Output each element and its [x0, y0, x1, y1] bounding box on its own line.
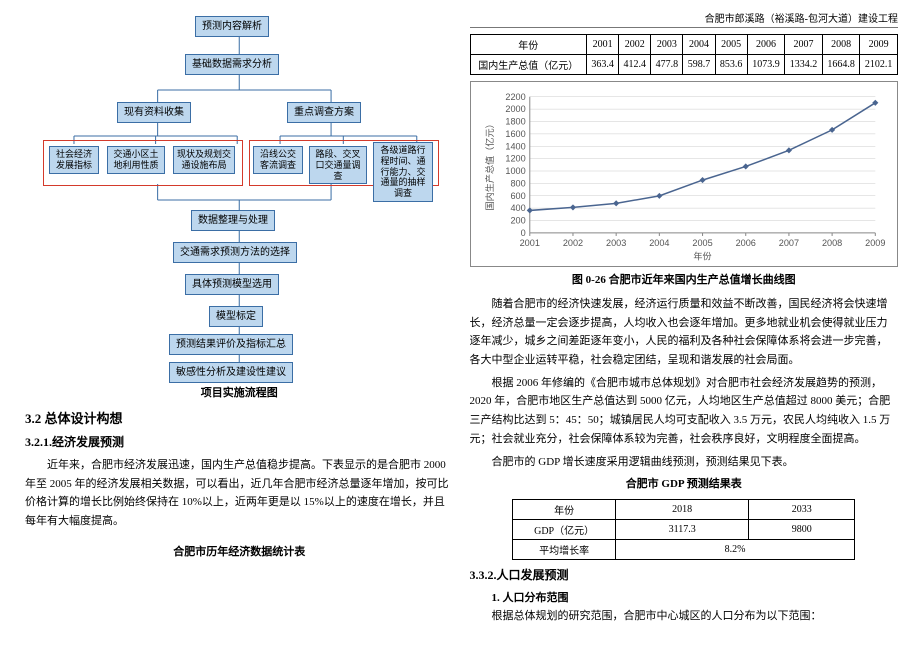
svg-text:2009: 2009: [865, 238, 885, 248]
svg-text:2200: 2200: [505, 92, 525, 102]
svg-text:1800: 1800: [505, 117, 525, 127]
flow-box-b1: 社会经济发展指标: [49, 146, 99, 174]
svg-text:400: 400: [510, 203, 525, 213]
gdp-chart: 0 200 400 600 800 1000 1200 1400 1600 1800 2000 220…: [470, 81, 899, 267]
svg-text:2005: 2005: [692, 238, 712, 248]
flow-node-4: 重点调查方案: [287, 102, 361, 123]
table-row: 年份 2018 2033: [513, 500, 855, 520]
svg-text:国内生产总值（亿元）: 国内生产总值（亿元）: [484, 119, 495, 210]
table-row: 平均增长率 8.2%: [513, 540, 855, 560]
flow-box-b5: 路段、交叉口交通量调查: [309, 146, 367, 184]
svg-text:年份: 年份: [693, 250, 711, 261]
svg-text:0: 0: [520, 228, 525, 238]
flow-node-6: 交通需求预测方法的选择: [173, 242, 297, 263]
table-row: 年份 2001 2002 2003 2004 2005 2006 2007 20…: [470, 35, 898, 55]
flow-node-7: 具体预测模型选用: [185, 274, 279, 295]
svg-text:2008: 2008: [821, 238, 841, 248]
gdp-pred-table: 年份 2018 2033 GDP（亿元） 3117.3 9800 平均增长率 8…: [512, 499, 855, 560]
flow-node-5: 数据整理与处理: [191, 210, 275, 231]
svg-text:1400: 1400: [505, 141, 525, 151]
flow-node-1: 预测内容解析: [195, 16, 269, 37]
pop-bullet-1: 1. 人口分布范围: [470, 589, 899, 605]
section-3-3-2: 3.3.2.人口发展预测: [470, 566, 899, 583]
flow-node-3: 现有资料收集: [117, 102, 191, 123]
svg-text:2002: 2002: [562, 238, 582, 248]
flow-node-2: 基础数据需求分析: [185, 54, 279, 75]
svg-text:1200: 1200: [505, 154, 525, 164]
section-3-2-1: 3.2.1.经济发展预测: [25, 433, 454, 450]
para-r3: 合肥市的 GDP 增长速度采用逻辑曲线预测，预测结果见下表。: [470, 453, 899, 472]
svg-text:200: 200: [510, 216, 525, 226]
chart-caption: 图 0-26 合肥市近年来国内生产总值增长曲线图: [470, 271, 899, 287]
svg-text:600: 600: [510, 191, 525, 201]
svg-text:2006: 2006: [735, 238, 755, 248]
th-year: 年份: [470, 35, 587, 55]
svg-text:2001: 2001: [519, 238, 539, 248]
page-header: 合肥市郎溪路（裕溪路-包河大道）建设工程: [470, 10, 899, 28]
svg-text:2007: 2007: [778, 238, 798, 248]
table-row: 国内生产总值（亿元） 363.4 412.4 477.8 598.7 853.6…: [470, 55, 898, 75]
para-pop-1: 根据总体规划的研究范围，合肥市中心城区的人口分布为以下范围：: [470, 607, 899, 626]
econ-table-caption: 合肥市历年经济数据统计表: [25, 543, 454, 559]
project-flowchart: 预测内容解析 基础数据需求分析 现有资料收集 重点调查方案 社会经济发展指标 交…: [25, 10, 454, 380]
flow-box-b6: 各级道路行程时间、通行能力、交通量的抽样调查: [373, 142, 433, 202]
para-econ-1: 近年来，合肥市经济发展迅速，国内生产总值稳步提高。下表显示的是合肥市 2000 …: [25, 456, 454, 531]
flow-node-8: 模型标定: [209, 306, 263, 327]
svg-text:800: 800: [510, 178, 525, 188]
svg-text:2000: 2000: [505, 104, 525, 114]
flow-box-b4: 沿线公交客流调查: [253, 146, 303, 174]
gdp-history-table: 年份 2001 2002 2003 2004 2005 2006 2007 20…: [470, 34, 899, 75]
flow-box-b3: 现状及规划交通设施布局: [173, 146, 235, 174]
svg-text:2004: 2004: [649, 238, 669, 248]
flow-node-9: 预测结果评价及指标汇总: [169, 334, 293, 355]
table-row: GDP（亿元） 3117.3 9800: [513, 520, 855, 540]
flow-caption: 项目实施流程图: [25, 384, 454, 400]
svg-text:1000: 1000: [505, 166, 525, 176]
para-r1: 随着合肥市的经济快速发展，经济运行质量和效益不断改善，国民经济将会快速增长，经济…: [470, 295, 899, 370]
flow-box-b2: 交通小区土地利用性质: [107, 146, 165, 174]
para-r2: 根据 2006 年修编的《合肥市城市总体规划》对合肥市社会经济发展趋势的预测，2…: [470, 374, 899, 449]
pred-table-caption: 合肥市 GDP 预测结果表: [470, 475, 899, 491]
svg-text:1600: 1600: [505, 129, 525, 139]
svg-text:2003: 2003: [606, 238, 626, 248]
section-3-2: 3.2 总体设计构想: [25, 408, 454, 427]
flow-node-10: 敏感性分析及建设性建议: [169, 362, 293, 383]
th-gdp: 国内生产总值（亿元）: [470, 55, 587, 75]
